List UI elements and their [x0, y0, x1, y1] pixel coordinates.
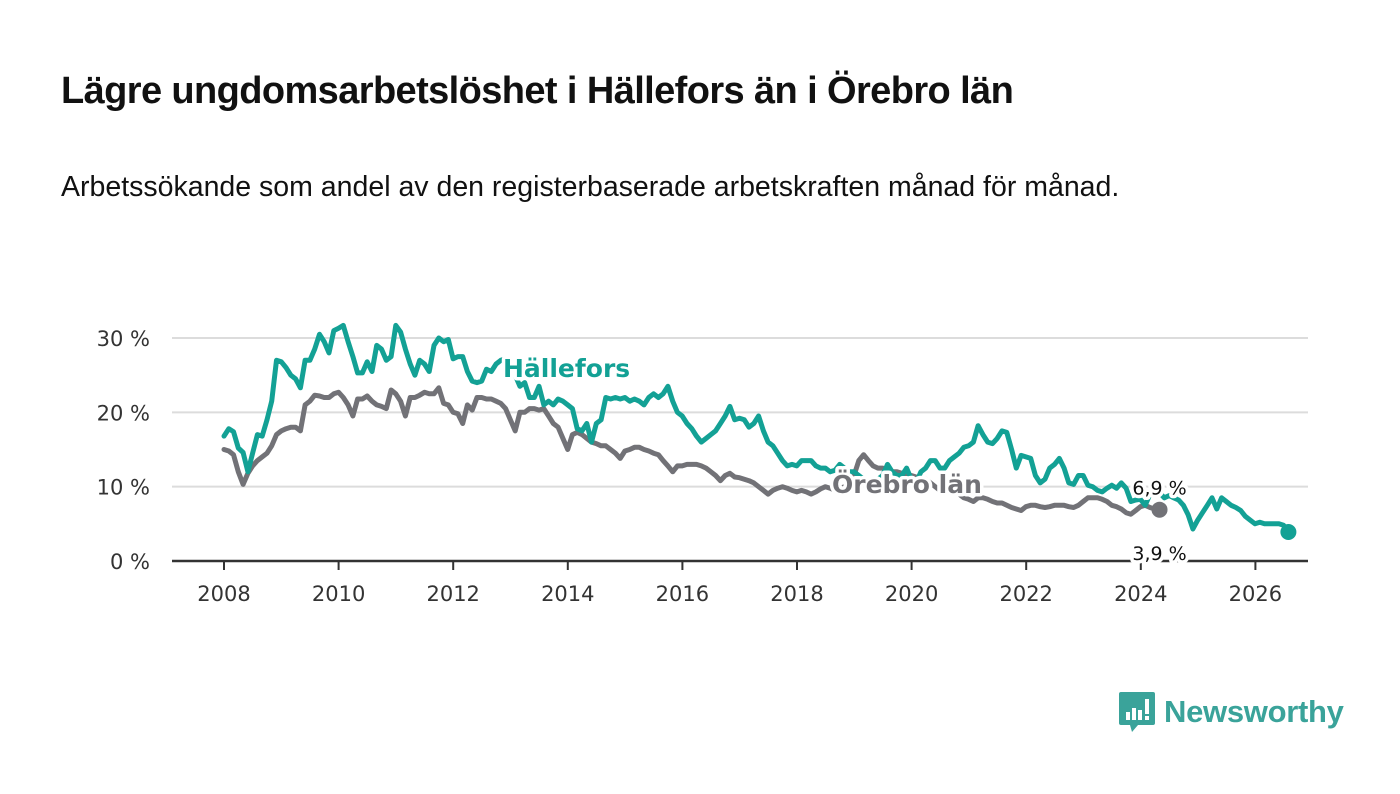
series-labels: Hällefors Örebro län 6,9 % 3,9 %	[500, 351, 1191, 569]
x-tick-label: 2018	[770, 582, 823, 606]
chart-subtitle: Arbetssökande som andel av den registerb…	[61, 171, 1120, 203]
series-line-h-llefors	[221, 322, 1291, 535]
x-tick-label: 2016	[656, 582, 709, 606]
x-tick-label: 2012	[426, 582, 479, 606]
newsworthy-logo: Newsworthy	[1118, 690, 1344, 734]
series-line--rebro-l-n	[221, 385, 1162, 517]
y-tick-label: 10 %	[97, 476, 150, 500]
brand-name: Newsworthy	[1164, 694, 1344, 729]
series-label-hallefors: Hällefors	[503, 354, 630, 383]
end-label-orebro-lan: 6,9 %	[1132, 478, 1186, 500]
gridlines	[172, 337, 1308, 488]
x-tick-label: 2020	[885, 582, 938, 606]
x-tick-label: 2010	[312, 582, 365, 606]
y-tick-label: 0 %	[110, 550, 150, 574]
x-tick-label: 2022	[999, 582, 1052, 606]
x-tick-label: 2008	[197, 582, 250, 606]
y-tick-label: 30 %	[97, 327, 150, 351]
series-end-marker-h-llefors	[1280, 524, 1297, 541]
series-lines	[221, 322, 1297, 541]
end-label-hallefors: 3,9 %	[1132, 543, 1186, 565]
x-tick-label: 2014	[541, 582, 594, 606]
x-tick-label: 2024	[1114, 582, 1167, 606]
series-end-marker--rebro-l-n	[1151, 501, 1168, 518]
x-axis: 2008 2010 2012 2014 2016 2018 2020 2022 2024 2026	[172, 559, 1308, 606]
series-label-orebro-lan: Örebro län	[832, 469, 982, 499]
y-tick-label: 20 %	[97, 401, 150, 425]
bar-chart-speech-bubble-icon	[1119, 692, 1155, 732]
chart-title: Lägre ungdomsarbetslöshet i Hällefors än…	[61, 70, 1014, 112]
x-tick-label: 2026	[1229, 582, 1282, 606]
y-axis: 0 % 10 % 20 % 30 %	[97, 327, 150, 574]
